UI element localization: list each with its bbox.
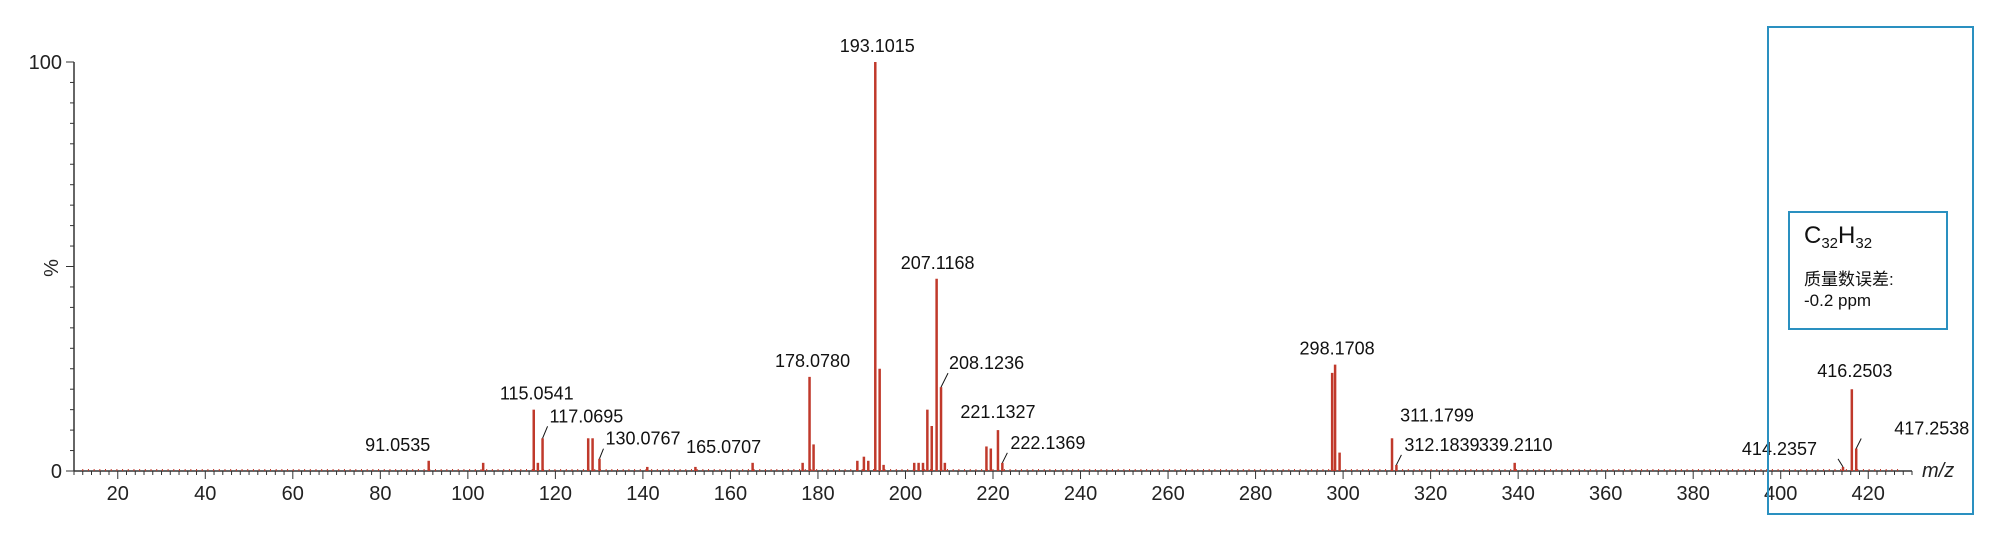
x-tick-label: 320 bbox=[1414, 483, 1447, 505]
x-tick-label: 360 bbox=[1589, 483, 1622, 505]
formula-subscript-h: 32 bbox=[1855, 235, 1873, 252]
peak-label: 207.1168 bbox=[901, 253, 975, 273]
formula-element-h: H bbox=[1838, 222, 1856, 249]
peak-label: 339.2110 bbox=[1479, 435, 1553, 455]
x-tick-label: 180 bbox=[801, 483, 834, 505]
peak-label: 414.2357 bbox=[1742, 439, 1817, 459]
peak-label: 165.0707 bbox=[686, 437, 761, 457]
peak-label-leader bbox=[542, 426, 549, 439]
x-tick-label: 20 bbox=[107, 483, 129, 505]
x-tick-label: 40 bbox=[194, 483, 216, 505]
peak-label-leader bbox=[1837, 458, 1844, 468]
peak-label-leader bbox=[1395, 454, 1402, 466]
x-axis-title: m/z bbox=[1922, 460, 1954, 482]
peak-label-leader bbox=[940, 372, 949, 388]
x-tick-label: 240 bbox=[1064, 483, 1097, 505]
formula-subscript-c: 32 bbox=[1821, 235, 1839, 252]
y-tick-label: 100 bbox=[29, 52, 62, 74]
peak-label: 115.0541 bbox=[500, 384, 574, 404]
x-tick-label: 300 bbox=[1326, 483, 1359, 505]
x-tick-label: 200 bbox=[889, 483, 922, 505]
x-tick-label: 420 bbox=[1852, 483, 1885, 505]
peak-label: 416.2503 bbox=[1817, 361, 1892, 381]
x-tick-label: 140 bbox=[626, 483, 659, 505]
formula-annotation-box: C32H32 质量数误差: -0.2 ppm bbox=[1788, 211, 1948, 330]
y-axis-title: % bbox=[41, 259, 63, 277]
peak-label-leader bbox=[599, 448, 604, 459]
x-tick-label: 120 bbox=[539, 483, 572, 505]
y-tick-label: 0 bbox=[51, 461, 62, 483]
x-tick-label: 220 bbox=[976, 483, 1009, 505]
x-tick-label: 160 bbox=[714, 483, 747, 505]
peak-label: 193.1015 bbox=[840, 36, 915, 56]
peak-label: 91.0535 bbox=[365, 435, 430, 455]
x-tick-label: 380 bbox=[1677, 483, 1710, 505]
peak-label: 178.0780 bbox=[775, 351, 850, 371]
peak-label: 130.0767 bbox=[605, 429, 680, 449]
x-tick-label: 280 bbox=[1239, 483, 1272, 505]
peak-label: 221.1327 bbox=[960, 402, 1035, 422]
molecular-formula: C32H32 bbox=[1804, 221, 1946, 259]
peak-label: 222.1369 bbox=[1010, 433, 1085, 453]
x-tick-label: 80 bbox=[369, 483, 391, 505]
x-tick-label: 100 bbox=[451, 483, 484, 505]
mass-error-label: 质量数误差: bbox=[1804, 270, 1894, 289]
peak-label: 208.1236 bbox=[949, 353, 1024, 373]
formula-element-c: C bbox=[1804, 222, 1822, 249]
x-tick-label: 260 bbox=[1151, 483, 1184, 505]
peak-label: 117.0695 bbox=[550, 406, 624, 426]
axes: 20 40 60 80 100 120 140 160 180 200 220 240 260 280 30… bbox=[29, 52, 1913, 505]
peak-label: 298.1708 bbox=[1300, 339, 1375, 359]
peak-label-leader bbox=[1001, 452, 1008, 464]
x-tick-label: 400 bbox=[1764, 483, 1797, 505]
x-tick-label: 340 bbox=[1501, 483, 1534, 505]
mass-error-value: -0.2 ppm bbox=[1804, 291, 1872, 310]
peak-label: 312.1839 bbox=[1404, 435, 1479, 455]
peak-label: 417.2538 bbox=[1894, 419, 1969, 439]
peaks-group bbox=[82, 62, 1899, 471]
peak-label: 311.1799 bbox=[1400, 405, 1474, 425]
peak-label-leader bbox=[1855, 438, 1862, 449]
x-tick-label: 60 bbox=[282, 483, 304, 505]
